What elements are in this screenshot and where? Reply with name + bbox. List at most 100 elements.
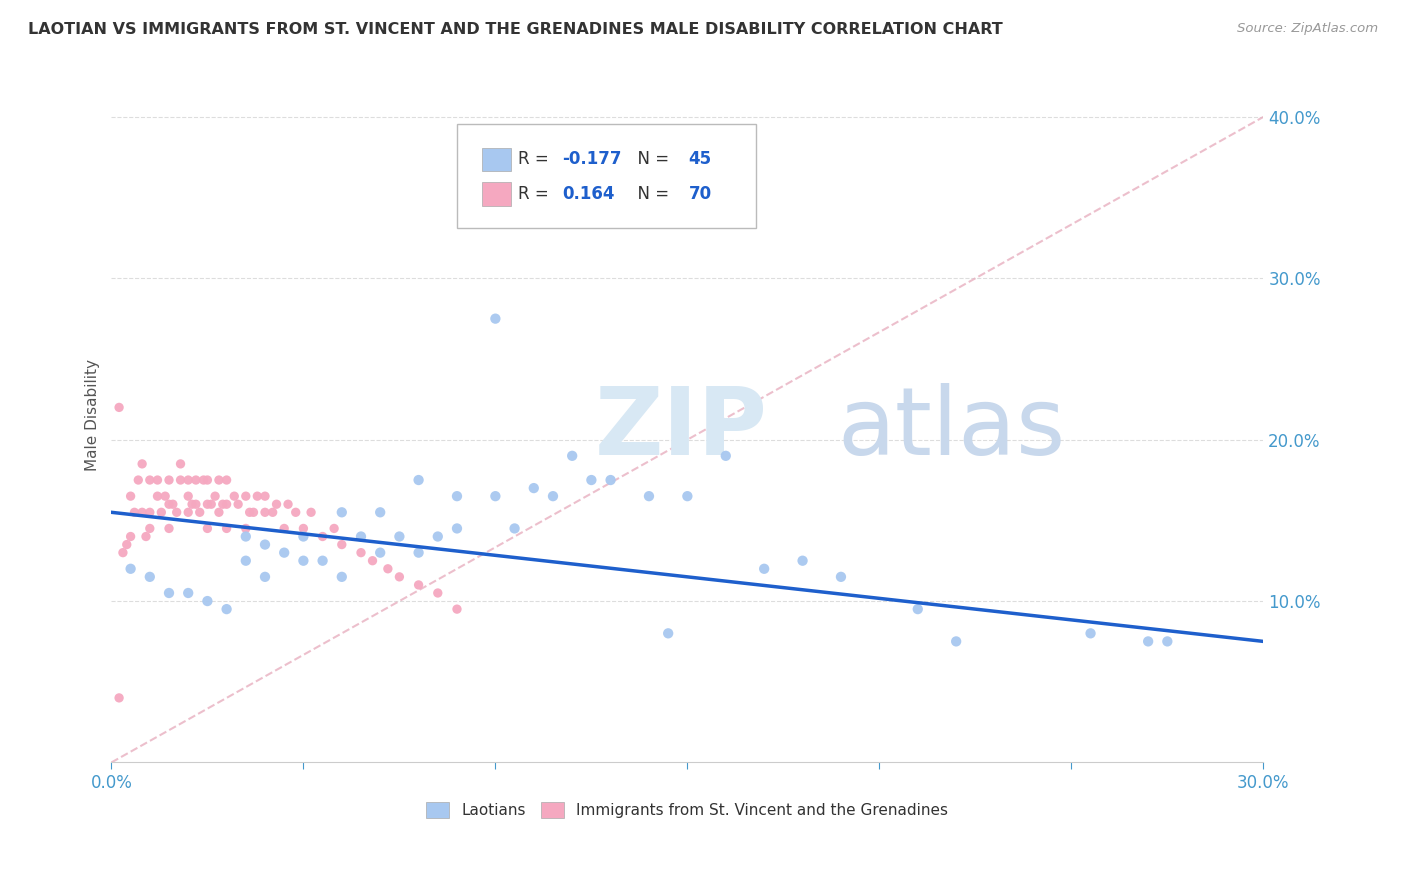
Point [792,554,814,568]
Point [299,505,322,519]
Point [408,473,430,487]
Point [1080,626,1102,640]
Point [657,626,679,640]
Point [541,489,564,503]
Point [169,473,191,487]
Point [235,529,257,543]
Point [330,570,353,584]
Point [239,505,262,519]
Point [139,570,162,584]
Point [277,497,299,511]
Point [139,521,162,535]
Point [184,473,207,487]
Point [235,554,257,568]
Text: R =: R = [517,186,554,203]
Point [115,538,138,552]
Point [157,586,180,600]
Text: atlas: atlas [837,384,1066,475]
Point [177,586,200,600]
Point [162,497,184,511]
Point [127,473,149,487]
Point [177,473,200,487]
Point [292,529,315,543]
Point [446,602,468,616]
Point [208,505,231,519]
Point [200,497,222,511]
Point [426,529,449,543]
Point [676,489,699,503]
Point [350,529,373,543]
Point [211,497,233,511]
Text: LAOTIAN VS IMMIGRANTS FROM ST. VINCENT AND THE GRENADINES MALE DISABILITY CORREL: LAOTIAN VS IMMIGRANTS FROM ST. VINCENT A… [28,22,1002,37]
Point [426,586,449,600]
Point [503,521,526,535]
Point [135,529,157,543]
FancyBboxPatch shape [482,148,512,171]
Point [157,521,180,535]
Point [377,562,399,576]
Point [108,401,131,415]
Point [714,449,737,463]
Point [197,594,219,608]
Point [945,634,967,648]
Point [111,546,134,560]
Point [581,473,603,487]
Point [108,690,131,705]
Point [330,538,353,552]
Point [1156,634,1178,648]
Text: Source: ZipAtlas.com: Source: ZipAtlas.com [1237,22,1378,36]
Point [484,489,506,503]
Point [197,497,219,511]
Point [193,473,215,487]
Point [830,570,852,584]
Point [523,481,546,495]
Point [266,497,288,511]
Point [120,529,142,543]
Point [177,489,200,503]
Point [311,554,333,568]
Point [361,554,384,568]
Point [153,489,176,503]
Text: ZIP: ZIP [595,384,768,475]
Point [157,497,180,511]
Point [446,489,468,503]
Point [408,578,430,592]
Point [215,497,238,511]
Text: 45: 45 [689,151,711,169]
Point [124,505,146,519]
Point [484,311,506,326]
Point [181,497,204,511]
Point [253,505,276,519]
Text: N =: N = [627,151,675,169]
Point [235,489,257,503]
Point [408,546,430,560]
Point [599,473,621,487]
Point [204,489,226,503]
Point [150,505,173,519]
Point [169,457,191,471]
Point [208,473,231,487]
Point [330,505,353,519]
Point [246,489,269,503]
Point [177,505,200,519]
Point [197,473,219,487]
Point [323,521,346,535]
Point [139,473,162,487]
Point [1137,634,1160,648]
Text: R =: R = [517,151,554,169]
Point [215,521,238,535]
Point [273,546,295,560]
Point [197,521,219,535]
Point [139,505,162,519]
Point [638,489,661,503]
Point [368,546,391,560]
Point [350,546,373,560]
Point [120,489,142,503]
Point [188,505,211,519]
Text: 0.164: 0.164 [562,186,614,203]
Point [907,602,929,616]
Point [242,505,264,519]
Point [253,489,276,503]
Point [388,570,411,584]
Legend: Laotians, Immigrants from St. Vincent and the Grenadines: Laotians, Immigrants from St. Vincent an… [420,796,955,824]
